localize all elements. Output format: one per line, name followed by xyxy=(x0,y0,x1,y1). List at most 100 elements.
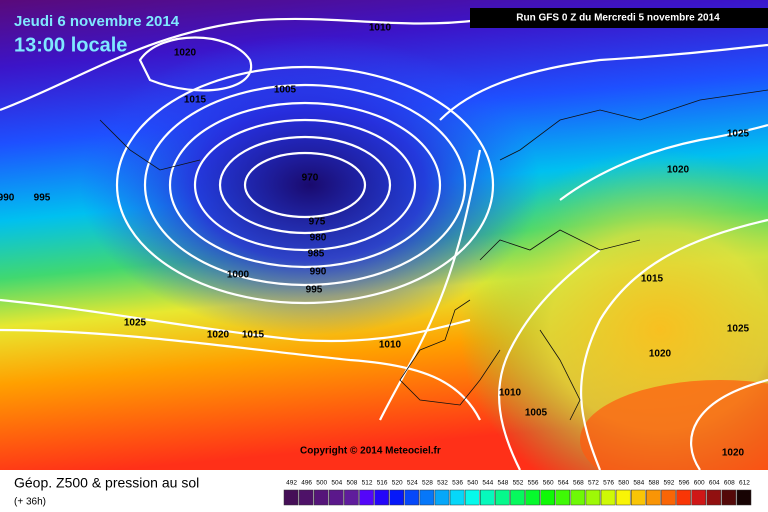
legend-swatch xyxy=(283,489,299,506)
legend-label: 556 xyxy=(528,480,539,487)
legend-swatch xyxy=(374,489,389,506)
isobar-label: 975 xyxy=(309,217,326,228)
legend-label: 532 xyxy=(437,480,448,487)
legend-label: 540 xyxy=(467,480,478,487)
forecast-time: 13:00 locale xyxy=(14,34,127,56)
legend-label: 504 xyxy=(331,480,342,487)
legend-swatch xyxy=(646,489,661,506)
isobar-label: 990 xyxy=(0,193,15,204)
legend-swatch xyxy=(540,489,555,506)
legend-label: 592 xyxy=(664,480,675,487)
isobar-label: 1020 xyxy=(667,165,690,176)
isobar-line xyxy=(243,151,367,219)
legend-swatch xyxy=(510,489,525,506)
legend-label: 548 xyxy=(497,480,508,487)
legend-swatch xyxy=(449,489,465,506)
legend-swatch xyxy=(344,489,359,506)
isobar-label: 980 xyxy=(310,233,327,244)
isobar-label: 1010 xyxy=(369,23,392,34)
legend-label: 600 xyxy=(694,480,705,487)
isobar-label: 1015 xyxy=(641,274,664,285)
isobar-line xyxy=(168,101,442,269)
copyright: Copyright © 2014 Meteociel.fr xyxy=(300,446,441,457)
legend-swatch xyxy=(585,489,601,506)
legend-label: 524 xyxy=(407,480,418,487)
isobar-line xyxy=(498,249,601,471)
isobar-line xyxy=(379,149,482,421)
run-box xyxy=(470,8,768,28)
legend-label: 608 xyxy=(724,480,735,487)
legend-label: 528 xyxy=(422,480,433,487)
isobar-line xyxy=(0,328,481,421)
legend-label: 552 xyxy=(513,480,524,487)
legend-label: 492 xyxy=(286,480,297,487)
legend-label: 584 xyxy=(633,480,644,487)
legend-swatch xyxy=(359,489,374,506)
isobar-line xyxy=(439,43,768,121)
low-pressure-area xyxy=(80,35,540,335)
legend-label: 596 xyxy=(679,480,690,487)
isobar-line xyxy=(0,17,481,112)
legend-label: 568 xyxy=(573,480,584,487)
legend-swatch xyxy=(404,489,420,506)
legend-swatch xyxy=(721,489,737,506)
isobar-label: 1025 xyxy=(727,324,750,335)
legend-label: 576 xyxy=(603,480,614,487)
isobar-label: 1000 xyxy=(227,270,250,281)
isobar-line xyxy=(559,123,768,201)
isobar-line xyxy=(193,118,417,252)
legend-swatch xyxy=(525,489,540,506)
isobar-line xyxy=(0,298,471,343)
isobar-label: 1015 xyxy=(184,95,207,106)
legend-label: 544 xyxy=(482,480,493,487)
legend-swatch xyxy=(434,489,450,506)
legend-swatch xyxy=(600,489,616,506)
legend-label: 604 xyxy=(709,480,720,487)
legend-label: 580 xyxy=(618,480,629,487)
isobar-label: 1005 xyxy=(274,85,297,96)
legend-swatch xyxy=(495,489,510,506)
isobar-label: 1025 xyxy=(124,318,147,329)
isobar-line xyxy=(218,135,392,235)
legend-label: 564 xyxy=(558,480,569,487)
isobar-label: 1020 xyxy=(649,349,672,360)
isobar-label: 995 xyxy=(34,193,51,204)
legend-swatch xyxy=(736,489,752,506)
legend-swatch xyxy=(661,489,676,506)
legend-swatch xyxy=(313,489,329,506)
legend-label: 516 xyxy=(377,480,388,487)
legend-label: 572 xyxy=(588,480,599,487)
isobar-line xyxy=(115,65,495,305)
isobars xyxy=(0,17,768,471)
isobar-label: 1005 xyxy=(525,408,548,419)
legend-swatch xyxy=(480,489,495,506)
isobar-label: 1020 xyxy=(174,48,197,59)
footer-lead: (+ 36h) xyxy=(14,497,46,508)
legend-label: 508 xyxy=(347,480,358,487)
warm-area xyxy=(580,380,768,500)
isobar-label: 1010 xyxy=(379,340,402,351)
legend-swatch xyxy=(615,489,631,506)
isobar-label: 1020 xyxy=(207,330,230,341)
isobar-line xyxy=(690,378,768,471)
footer-title: Géop. Z500 & pression au sol xyxy=(14,475,199,491)
legend-swatch xyxy=(630,489,646,506)
legend-swatch xyxy=(676,489,691,506)
isobar-label: 970 xyxy=(302,173,319,184)
legend-swatch xyxy=(570,489,586,506)
legend-label: 536 xyxy=(452,480,463,487)
legend-label: 612 xyxy=(739,480,750,487)
legend-swatch xyxy=(419,489,435,506)
legend-label: 512 xyxy=(362,480,373,487)
isobar-label: 990 xyxy=(310,267,327,278)
isobar-label: 1015 xyxy=(242,330,265,341)
legend-swatch xyxy=(298,489,314,506)
run-info: Run GFS 0 Z du Mercredi 5 novembre 2014 xyxy=(516,13,720,24)
legend-label: 560 xyxy=(543,480,554,487)
legend-swatch xyxy=(691,489,706,506)
legend-swatch xyxy=(555,489,571,506)
isobar-label: 995 xyxy=(306,285,323,296)
color-legend: 492 496 500 504 508 512 516 520 524 528 532 536 540 5… xyxy=(283,480,752,506)
legend-swatch xyxy=(329,489,344,506)
legend-label: 496 xyxy=(301,480,312,487)
